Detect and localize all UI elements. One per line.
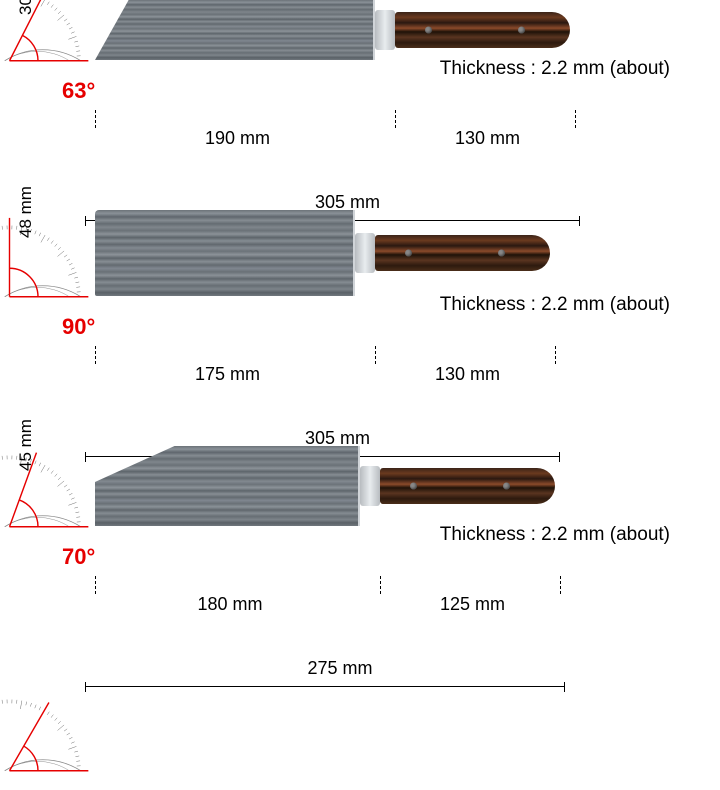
dimension-row-parts: 180 mm 125 mm <box>0 576 720 616</box>
blade-height-label: 48 mm <box>16 186 36 238</box>
dimension-separator <box>395 110 396 128</box>
knife-blade <box>95 0 375 60</box>
dimension-separator <box>95 576 96 594</box>
knife-spec-section: 45 mm 70° Thickness : 2.2 mm (about) 180… <box>0 426 720 626</box>
blade-length-label: 190 mm <box>205 128 270 149</box>
thickness-label: Thickness : 2.2 mm (about) <box>440 294 670 316</box>
dimension-separator <box>375 346 376 364</box>
blade-height-label: 30 mm <box>16 0 36 15</box>
knife-blade <box>95 446 360 526</box>
handle-length-label: 125 mm <box>440 594 505 615</box>
knife-handle <box>375 235 550 271</box>
blade-length-label: 180 mm <box>198 594 263 615</box>
knife-body <box>60 213 720 293</box>
total-length-label: 275 mm <box>308 658 373 679</box>
knife-bolster <box>360 466 380 506</box>
dimension-separator <box>380 576 381 594</box>
angle-label: 70° <box>62 544 95 570</box>
knife-spec-section: 48 mm 90° Thickness : 2.2 mm (about) 175… <box>0 190 720 396</box>
blade-height-label: 45 mm <box>16 419 36 471</box>
knife-bolster <box>355 233 375 273</box>
protractor-icon <box>0 690 95 785</box>
knife-bolster <box>375 10 395 50</box>
angle-label: 90° <box>62 314 95 340</box>
thickness-label: Thickness : 2.2 mm (about) <box>440 524 670 546</box>
dimension-separator <box>95 346 96 364</box>
dimension-row-parts: 175 mm 130 mm <box>0 346 720 386</box>
knife-spec-section: 30 mm 63° Thickness : 2.2 mm (about) 190… <box>0 0 720 160</box>
thickness-label: Thickness : 2.2 mm (about) <box>440 58 670 80</box>
handle-length-label: 130 mm <box>435 364 500 385</box>
knife-handle <box>380 468 555 504</box>
dimension-line <box>85 686 565 687</box>
dimension-separator <box>575 110 576 128</box>
dimension-separator <box>555 346 556 364</box>
dimension-separator <box>95 110 96 128</box>
knife-body <box>60 446 720 526</box>
blade-length-label: 175 mm <box>195 364 260 385</box>
knife-blade <box>95 210 355 296</box>
dimension-separator <box>560 576 561 594</box>
dimension-row-parts: 190 mm 130 mm <box>0 110 720 150</box>
handle-length-label: 130 mm <box>455 128 520 149</box>
angle-label: 63° <box>62 78 95 104</box>
dimension-row-total: 275 mm <box>0 644 720 684</box>
knife-handle <box>395 12 570 48</box>
